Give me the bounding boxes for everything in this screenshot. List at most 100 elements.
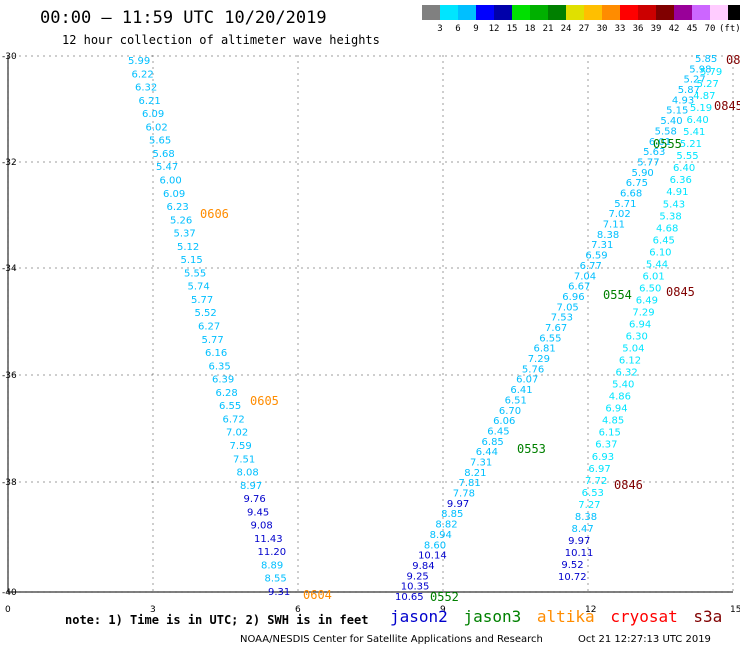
grid-dot — [297, 403, 299, 405]
lat-tick-label: -36 — [2, 371, 17, 381]
grid-dot — [152, 511, 154, 513]
grid-dot — [732, 127, 734, 129]
grid-dot — [343, 161, 345, 163]
grid-dot — [703, 481, 705, 483]
grid-dot — [442, 373, 444, 375]
swh-value: 6.94 — [629, 320, 651, 331]
color-scale-cell — [710, 5, 728, 20]
grid-dot — [297, 493, 299, 495]
swh-value: 7.02 — [608, 209, 630, 220]
grid-dot — [97, 55, 99, 57]
grid-dot — [361, 161, 363, 163]
grid-dot — [587, 421, 589, 423]
grid-dot — [442, 169, 444, 171]
grid-dot — [442, 505, 444, 507]
grid-dot — [259, 481, 261, 483]
grid-dot — [475, 481, 477, 483]
swh-value: 4.86 — [609, 392, 631, 403]
grid-dot — [457, 374, 459, 376]
grid-dot — [679, 481, 681, 483]
grid-dot — [115, 374, 117, 376]
grid-dot — [587, 211, 589, 213]
grid-dot — [517, 55, 519, 57]
grid-dot — [587, 271, 589, 273]
grid-dot — [587, 487, 589, 489]
grid-dot — [152, 283, 154, 285]
grid-dot — [661, 161, 663, 163]
grid-dot — [217, 161, 219, 163]
grid-dot — [442, 181, 444, 183]
grid-dot — [442, 355, 444, 357]
legend-jason2: jason2 — [390, 607, 448, 626]
grid-dot — [442, 205, 444, 207]
grid-dot — [587, 157, 589, 159]
grid-dot — [587, 559, 589, 561]
grid-dot — [152, 403, 154, 405]
grid-dot — [553, 161, 555, 163]
grid-dot — [241, 55, 243, 57]
grid-dot — [385, 161, 387, 163]
grid-dot — [19, 267, 21, 269]
swh-value: 6.77 — [580, 261, 602, 272]
grid-dot — [732, 307, 734, 309]
grid-dot — [583, 481, 585, 483]
swh-value: 7.02 — [226, 428, 248, 439]
color-scale-label: 24 — [560, 24, 572, 34]
pass-label: 0604 — [303, 588, 332, 602]
grid-dot — [121, 267, 123, 269]
swh-value: 5.74 — [188, 282, 210, 293]
grid-dot — [457, 267, 459, 269]
grid-dot — [732, 529, 734, 531]
grid-dot — [297, 175, 299, 177]
grid-dot — [313, 55, 315, 57]
grid-dot — [589, 374, 591, 376]
grid-dot — [297, 241, 299, 243]
swh-value: 7.29 — [528, 354, 550, 365]
grid-dot — [297, 349, 299, 351]
grid-dot — [253, 481, 255, 483]
grid-dot — [157, 55, 159, 57]
grid-dot — [587, 151, 589, 153]
grid-dot — [152, 349, 154, 351]
grid-dot — [732, 55, 734, 57]
grid-dot — [297, 553, 299, 555]
swh-value: 6.97 — [588, 464, 610, 475]
grid-dot — [163, 481, 165, 483]
swh-value: 8.89 — [261, 560, 283, 571]
grid-dot — [457, 55, 459, 57]
grid-dot — [587, 337, 589, 339]
grid-dot — [205, 374, 207, 376]
grid-dot — [587, 67, 589, 69]
grid-dot — [152, 367, 154, 369]
grid-dot — [235, 161, 237, 163]
grid-dot — [217, 55, 219, 57]
grid-dot — [732, 73, 734, 75]
page-subtitle: 12 hour collection of altimeter wave hei… — [62, 33, 380, 47]
grid-dot — [277, 481, 279, 483]
grid-dot — [229, 161, 231, 163]
swh-value: 8.38 — [597, 230, 619, 241]
grid-dot — [732, 277, 734, 279]
grid-dot — [587, 463, 589, 465]
grid-dot — [297, 469, 299, 471]
swh-value: 6.49 — [636, 295, 658, 306]
grid-dot — [163, 267, 165, 269]
grid-dot — [297, 331, 299, 333]
grid-dot — [553, 374, 555, 376]
swh-value: 5.63 — [643, 147, 665, 158]
color-scale-cell — [494, 5, 512, 20]
grid-dot — [442, 421, 444, 423]
grid-dot — [163, 161, 165, 163]
grid-dot — [169, 481, 171, 483]
grid-dot — [732, 67, 734, 69]
grid-dot — [732, 91, 734, 93]
grid-dot — [211, 374, 213, 376]
grid-dot — [181, 55, 183, 57]
grid-dot — [587, 97, 589, 99]
grid-dot — [442, 391, 444, 393]
grid-dot — [587, 445, 589, 447]
swh-value: 6.06 — [493, 416, 515, 427]
grid-dot — [373, 481, 375, 483]
grid-dot — [732, 547, 734, 549]
swh-value: 7.05 — [557, 302, 579, 313]
